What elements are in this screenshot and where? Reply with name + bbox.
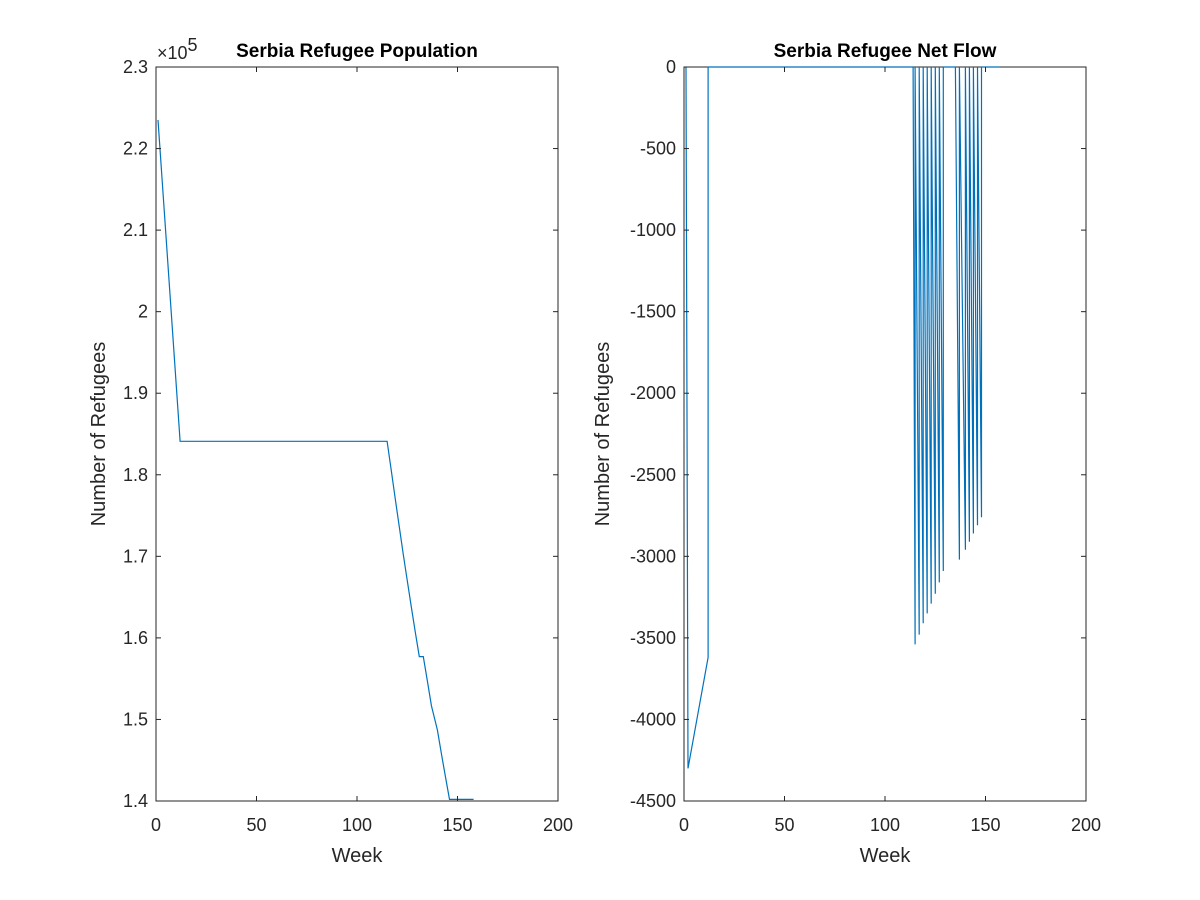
net-flow-x-tick-label: 50 bbox=[774, 815, 794, 835]
population-chart-title: Serbia Refugee Population bbox=[236, 41, 478, 62]
net-flow-y-tick-label: -1000 bbox=[630, 220, 676, 240]
population-y-tick-label: 2 bbox=[138, 302, 148, 322]
population-y-tick-label: 1.8 bbox=[123, 465, 148, 485]
population-axes: 0 50 100 150 200 1.4 1.5 1.6 1.7 1.8 1.9 2 2.1 2.2 2.… bbox=[88, 35, 573, 867]
net-flow-x-ticks: 0 50 100 150 200 bbox=[679, 67, 1101, 835]
exponent-base: ×10 bbox=[157, 43, 188, 63]
population-x-tick-label: 150 bbox=[442, 815, 472, 835]
population-y-tick-label: 2.3 bbox=[123, 57, 148, 77]
population-x-ticks: 0 50 100 150 200 bbox=[151, 67, 573, 835]
population-y-tick-label: 1.6 bbox=[123, 628, 148, 648]
net-flow-y-tick-label: -2500 bbox=[630, 465, 676, 485]
net-flow-chart-title: Serbia Refugee Net Flow bbox=[774, 41, 997, 62]
population-x-tick-label: 200 bbox=[543, 815, 573, 835]
net-flow-x-tick-label: 150 bbox=[970, 815, 1000, 835]
net-flow-y-tick-label: -2000 bbox=[630, 383, 676, 403]
net-flow-x-tick-label: 0 bbox=[679, 815, 689, 835]
population-y-tick-label: 1.5 bbox=[123, 709, 148, 729]
population-x-tick-label: 0 bbox=[151, 815, 161, 835]
net-flow-y-axis-label: Number of Refugees bbox=[592, 342, 614, 527]
population-exponent-label: ×105 bbox=[157, 35, 198, 63]
population-x-axis-label: Week bbox=[332, 845, 384, 867]
net-flow-y-tick-label: -4500 bbox=[630, 791, 676, 811]
population-y-tick-label: 1.4 bbox=[123, 791, 148, 811]
net-flow-x-tick-label: 200 bbox=[1071, 815, 1101, 835]
net-flow-axes: 0 50 100 150 200 -4500 -4000 -3500 -3000 -2500 -2… bbox=[592, 41, 1101, 867]
population-y-ticks: 1.4 1.5 1.6 1.7 1.8 1.9 2 2.1 2.2 2.3 bbox=[123, 57, 558, 811]
net-flow-y-tick-label: -4000 bbox=[630, 709, 676, 729]
net-flow-y-tick-label: -500 bbox=[640, 139, 676, 159]
net-flow-series-line bbox=[685, 66, 1000, 769]
net-flow-y-tick-label: -1500 bbox=[630, 302, 676, 322]
population-x-tick-label: 50 bbox=[246, 815, 266, 835]
net-flow-y-tick-label: -3500 bbox=[630, 628, 676, 648]
net-flow-y-tick-label: -3000 bbox=[630, 546, 676, 566]
population-y-tick-label: 2.1 bbox=[123, 220, 148, 240]
population-series-line bbox=[157, 119, 474, 801]
population-y-tick-label: 1.9 bbox=[123, 383, 148, 403]
exponent-power: 5 bbox=[188, 35, 198, 55]
net-flow-x-axis-label: Week bbox=[860, 845, 912, 867]
net-flow-y-tick-label: 0 bbox=[666, 57, 676, 77]
net-flow-y-ticks: -4500 -4000 -3500 -3000 -2500 -2000 -1500 -1000… bbox=[630, 57, 1086, 811]
population-x-tick-label: 100 bbox=[342, 815, 372, 835]
population-y-tick-label: 1.7 bbox=[123, 546, 148, 566]
population-y-tick-label: 2.2 bbox=[123, 139, 148, 159]
net-flow-x-tick-label: 100 bbox=[870, 815, 900, 835]
population-y-axis-label: Number of Refugees bbox=[88, 342, 110, 527]
